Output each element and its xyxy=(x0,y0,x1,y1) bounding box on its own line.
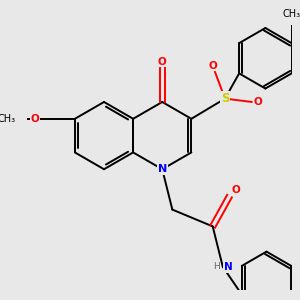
Text: O: O xyxy=(158,57,167,67)
Text: O: O xyxy=(31,114,40,124)
Text: S: S xyxy=(221,92,229,105)
Text: H: H xyxy=(213,262,220,271)
Text: O: O xyxy=(254,97,262,107)
Text: O: O xyxy=(231,185,240,195)
Text: N: N xyxy=(158,164,167,174)
Text: N: N xyxy=(224,262,233,272)
Text: CH₃: CH₃ xyxy=(283,9,300,19)
Text: CH₃: CH₃ xyxy=(0,114,16,124)
Text: O: O xyxy=(209,61,218,71)
